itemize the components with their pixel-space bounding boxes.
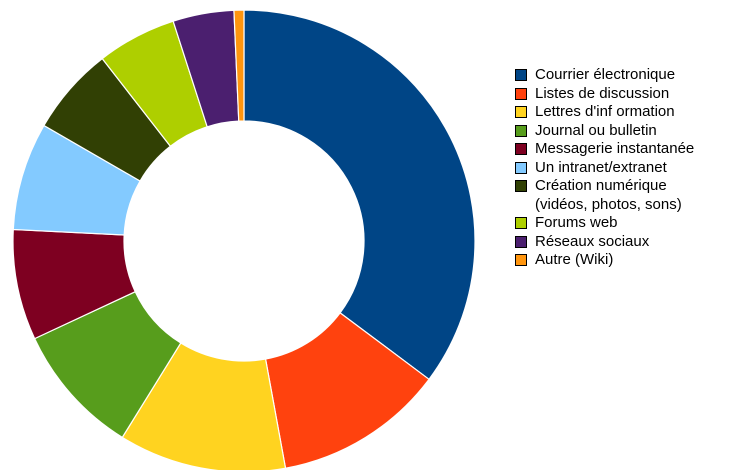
legend-swatch-1 [515,69,527,81]
legend-swatch-7 [515,180,527,192]
legend-label-9: Réseaux sociaux [535,232,650,250]
legend-label-7: Création numérique (vidéos, photos, sons… [535,177,682,213]
legend-label-1: Courrier électronique [535,66,676,83]
legend-swatch-4 [515,124,527,137]
legend-swatch-10 [515,254,527,266]
legend-swatch-8 [515,217,527,229]
legend-item-5: Messagerie instantanée [515,140,727,159]
legend-item-1: Courrier électronique [515,66,727,85]
legend-label-8: Forums web [535,214,618,231]
legend-item-2: Listes de discussion [515,85,727,104]
legend-label-3: Lettres d'inf ormation [535,103,675,120]
legend-swatch-6 [515,161,527,174]
chart-legend: Courrier électronique Listes de discussio… [515,66,727,270]
legend-item-7: Création numérique (vidéos, photos, sons… [515,177,727,214]
legend-item-4: Journal ou bulletin [515,122,727,141]
legend-label-4: Journal ou bulletin [535,121,657,139]
legend-item-6: Un intranet/extranet [515,159,727,178]
legend-item-3: Lettres d'inf ormation [515,103,727,122]
legend-swatch-9 [515,235,527,248]
legend-label-6: Un intranet/extranet [535,158,667,176]
legend-swatch-3 [515,106,527,118]
legend-label-2: Listes de discussion [535,84,670,102]
donut-slices [12,9,476,470]
legend-item-9: Réseaux sociaux [515,233,727,252]
legend-swatch-2 [515,87,527,100]
legend-swatch-5 [515,143,527,155]
legend-label-10: Autre (Wiki) [535,251,614,268]
legend-item-8: Forums web [515,214,727,233]
legend-label-5: Messagerie instantanée [535,140,695,157]
donut-slice-1 [243,9,476,381]
legend-item-10: Autre (Wiki) [515,251,727,270]
donut-slice-10 [233,9,245,122]
